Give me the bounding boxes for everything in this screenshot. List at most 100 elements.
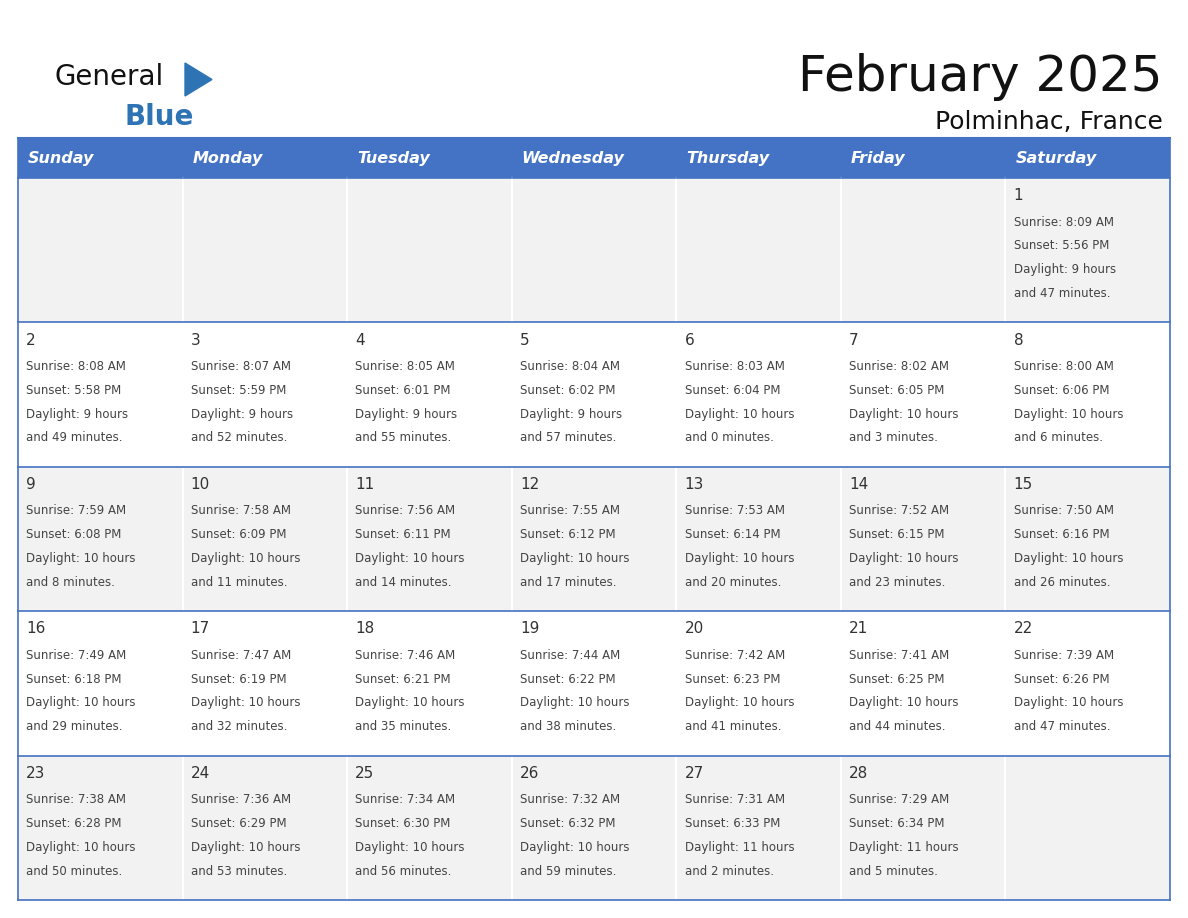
Text: and 44 minutes.: and 44 minutes. bbox=[849, 721, 946, 733]
Text: 8: 8 bbox=[1013, 332, 1023, 348]
Text: Daylight: 10 hours: Daylight: 10 hours bbox=[849, 552, 959, 565]
Text: Sunrise: 7:59 AM: Sunrise: 7:59 AM bbox=[26, 504, 126, 518]
FancyBboxPatch shape bbox=[512, 138, 676, 178]
Text: and 5 minutes.: and 5 minutes. bbox=[849, 865, 939, 878]
Text: Sunset: 6:14 PM: Sunset: 6:14 PM bbox=[684, 528, 781, 542]
Text: Sunset: 6:01 PM: Sunset: 6:01 PM bbox=[355, 384, 451, 397]
Text: 20: 20 bbox=[684, 621, 703, 636]
Text: 25: 25 bbox=[355, 766, 374, 780]
Text: Sunset: 6:33 PM: Sunset: 6:33 PM bbox=[684, 817, 779, 830]
Text: Sunday: Sunday bbox=[27, 151, 94, 165]
Text: 12: 12 bbox=[520, 477, 539, 492]
Text: 28: 28 bbox=[849, 766, 868, 780]
Text: 13: 13 bbox=[684, 477, 703, 492]
Text: and 47 minutes.: and 47 minutes. bbox=[1013, 721, 1110, 733]
Text: Daylight: 10 hours: Daylight: 10 hours bbox=[26, 552, 135, 565]
Text: Sunrise: 8:07 AM: Sunrise: 8:07 AM bbox=[191, 360, 291, 373]
Text: Sunrise: 7:50 AM: Sunrise: 7:50 AM bbox=[1013, 504, 1113, 518]
Text: and 11 minutes.: and 11 minutes. bbox=[191, 576, 287, 588]
Text: 22: 22 bbox=[1013, 621, 1032, 636]
Text: Sunrise: 8:08 AM: Sunrise: 8:08 AM bbox=[26, 360, 126, 373]
Text: Sunset: 6:30 PM: Sunset: 6:30 PM bbox=[355, 817, 450, 830]
FancyBboxPatch shape bbox=[18, 466, 1170, 611]
Text: Sunrise: 7:42 AM: Sunrise: 7:42 AM bbox=[684, 649, 785, 662]
FancyBboxPatch shape bbox=[841, 138, 1005, 178]
Text: Sunrise: 8:00 AM: Sunrise: 8:00 AM bbox=[1013, 360, 1113, 373]
Polygon shape bbox=[185, 63, 211, 96]
Text: Sunset: 6:21 PM: Sunset: 6:21 PM bbox=[355, 673, 451, 686]
Text: Sunrise: 7:29 AM: Sunrise: 7:29 AM bbox=[849, 793, 949, 806]
Text: Daylight: 9 hours: Daylight: 9 hours bbox=[1013, 263, 1116, 276]
Text: Sunrise: 7:34 AM: Sunrise: 7:34 AM bbox=[355, 793, 455, 806]
Text: Daylight: 9 hours: Daylight: 9 hours bbox=[355, 408, 457, 420]
Text: and 53 minutes.: and 53 minutes. bbox=[191, 865, 287, 878]
Text: Sunrise: 7:58 AM: Sunrise: 7:58 AM bbox=[191, 504, 291, 518]
Text: Sunset: 6:34 PM: Sunset: 6:34 PM bbox=[849, 817, 944, 830]
Text: Sunset: 6:15 PM: Sunset: 6:15 PM bbox=[849, 528, 944, 542]
Text: Daylight: 10 hours: Daylight: 10 hours bbox=[520, 697, 630, 710]
Text: 26: 26 bbox=[520, 766, 539, 780]
Text: 19: 19 bbox=[520, 621, 539, 636]
Text: and 20 minutes.: and 20 minutes. bbox=[684, 576, 781, 588]
Text: Daylight: 9 hours: Daylight: 9 hours bbox=[520, 408, 623, 420]
Text: Sunrise: 7:32 AM: Sunrise: 7:32 AM bbox=[520, 793, 620, 806]
Text: 21: 21 bbox=[849, 621, 868, 636]
Text: Daylight: 10 hours: Daylight: 10 hours bbox=[684, 697, 794, 710]
Text: 4: 4 bbox=[355, 332, 365, 348]
Text: and 59 minutes.: and 59 minutes. bbox=[520, 865, 617, 878]
Text: Sunset: 6:02 PM: Sunset: 6:02 PM bbox=[520, 384, 615, 397]
Text: and 3 minutes.: and 3 minutes. bbox=[849, 431, 939, 444]
Text: Sunset: 6:23 PM: Sunset: 6:23 PM bbox=[684, 673, 781, 686]
Text: and 32 minutes.: and 32 minutes. bbox=[191, 721, 287, 733]
Text: Sunrise: 7:52 AM: Sunrise: 7:52 AM bbox=[849, 504, 949, 518]
Text: Sunrise: 8:09 AM: Sunrise: 8:09 AM bbox=[1013, 216, 1113, 229]
Text: and 57 minutes.: and 57 minutes. bbox=[520, 431, 617, 444]
Text: and 6 minutes.: and 6 minutes. bbox=[1013, 431, 1102, 444]
Text: Sunset: 6:25 PM: Sunset: 6:25 PM bbox=[849, 673, 944, 686]
Text: and 47 minutes.: and 47 minutes. bbox=[1013, 287, 1110, 300]
FancyBboxPatch shape bbox=[347, 138, 512, 178]
Text: Sunset: 6:04 PM: Sunset: 6:04 PM bbox=[684, 384, 781, 397]
Text: Daylight: 10 hours: Daylight: 10 hours bbox=[355, 552, 465, 565]
Text: and 38 minutes.: and 38 minutes. bbox=[520, 721, 617, 733]
Text: Sunrise: 7:47 AM: Sunrise: 7:47 AM bbox=[191, 649, 291, 662]
Text: Friday: Friday bbox=[851, 151, 905, 165]
Text: 10: 10 bbox=[191, 477, 210, 492]
Text: 14: 14 bbox=[849, 477, 868, 492]
Text: Sunrise: 8:04 AM: Sunrise: 8:04 AM bbox=[520, 360, 620, 373]
Text: Sunrise: 7:49 AM: Sunrise: 7:49 AM bbox=[26, 649, 126, 662]
Text: Sunrise: 7:55 AM: Sunrise: 7:55 AM bbox=[520, 504, 620, 518]
Text: Sunset: 6:22 PM: Sunset: 6:22 PM bbox=[520, 673, 615, 686]
Text: Daylight: 10 hours: Daylight: 10 hours bbox=[355, 841, 465, 854]
Text: Polminhac, France: Polminhac, France bbox=[935, 110, 1163, 134]
Text: Sunrise: 7:44 AM: Sunrise: 7:44 AM bbox=[520, 649, 620, 662]
Text: and 41 minutes.: and 41 minutes. bbox=[684, 721, 781, 733]
Text: Daylight: 10 hours: Daylight: 10 hours bbox=[191, 841, 301, 854]
Text: Sunrise: 7:38 AM: Sunrise: 7:38 AM bbox=[26, 793, 126, 806]
Text: and 0 minutes.: and 0 minutes. bbox=[684, 431, 773, 444]
Text: and 49 minutes.: and 49 minutes. bbox=[26, 431, 122, 444]
Text: Sunrise: 8:03 AM: Sunrise: 8:03 AM bbox=[684, 360, 784, 373]
Text: Sunset: 5:58 PM: Sunset: 5:58 PM bbox=[26, 384, 121, 397]
FancyBboxPatch shape bbox=[676, 138, 841, 178]
Text: and 23 minutes.: and 23 minutes. bbox=[849, 576, 946, 588]
Text: 2: 2 bbox=[26, 332, 36, 348]
Text: Daylight: 9 hours: Daylight: 9 hours bbox=[26, 408, 128, 420]
Text: 15: 15 bbox=[1013, 477, 1032, 492]
Text: Sunset: 6:29 PM: Sunset: 6:29 PM bbox=[191, 817, 286, 830]
Text: Daylight: 9 hours: Daylight: 9 hours bbox=[191, 408, 293, 420]
Text: Daylight: 10 hours: Daylight: 10 hours bbox=[355, 697, 465, 710]
Text: Daylight: 10 hours: Daylight: 10 hours bbox=[1013, 408, 1123, 420]
Text: Sunrise: 7:36 AM: Sunrise: 7:36 AM bbox=[191, 793, 291, 806]
Text: Sunrise: 8:02 AM: Sunrise: 8:02 AM bbox=[849, 360, 949, 373]
Text: Thursday: Thursday bbox=[687, 151, 770, 165]
Text: Sunset: 6:09 PM: Sunset: 6:09 PM bbox=[191, 528, 286, 542]
Text: 3: 3 bbox=[191, 332, 201, 348]
Text: Sunset: 6:05 PM: Sunset: 6:05 PM bbox=[849, 384, 944, 397]
Text: Sunrise: 7:39 AM: Sunrise: 7:39 AM bbox=[1013, 649, 1114, 662]
Text: Sunset: 5:56 PM: Sunset: 5:56 PM bbox=[1013, 240, 1110, 252]
Text: Sunset: 6:19 PM: Sunset: 6:19 PM bbox=[191, 673, 286, 686]
Text: Sunset: 5:59 PM: Sunset: 5:59 PM bbox=[191, 384, 286, 397]
Text: and 56 minutes.: and 56 minutes. bbox=[355, 865, 451, 878]
Text: 24: 24 bbox=[191, 766, 210, 780]
